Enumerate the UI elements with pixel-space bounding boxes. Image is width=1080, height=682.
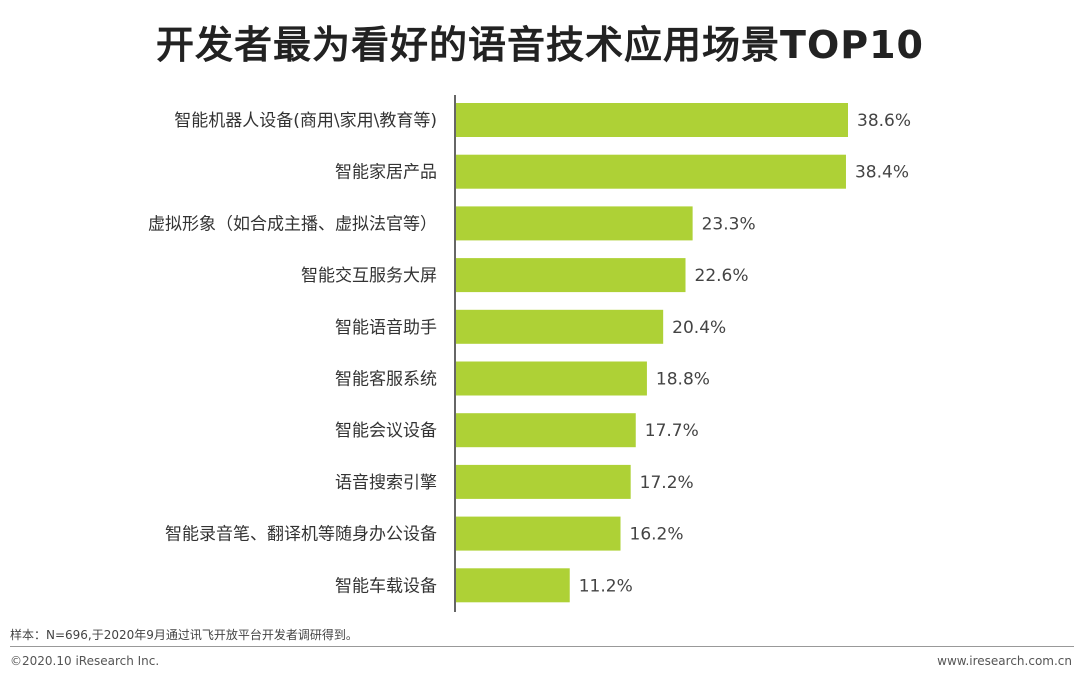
bar-3 (456, 258, 686, 293)
category-label-5: 智能客服系统 (335, 370, 437, 390)
category-label-6: 智能会议设备 (335, 421, 437, 441)
bar-0 (456, 103, 848, 137)
website-link[interactable]: www.iresearch.com.cn (937, 654, 1072, 668)
value-label-4: 20.4% (672, 318, 726, 338)
value-label-7: 17.2% (640, 473, 694, 493)
category-label-4: 智能语音助手 (335, 318, 437, 338)
category-label-3: 智能交互服务大屏 (301, 266, 437, 286)
value-label-0: 38.6% (857, 111, 911, 131)
category-label-7: 语音搜索引擎 (335, 473, 437, 493)
value-label-2: 23.3% (702, 214, 756, 234)
bar-4 (456, 309, 664, 344)
bar-8 (456, 516, 621, 551)
bar-7 (456, 464, 631, 499)
category-label-1: 智能家居产品 (335, 163, 437, 183)
bar-5 (456, 361, 647, 396)
bar-9 (456, 568, 570, 603)
chart-title: 开发者最为看好的语音技术应用场景TOP10 (156, 23, 924, 67)
value-label-3: 22.6% (695, 266, 749, 286)
bar-1 (456, 154, 846, 189)
value-label-8: 16.2% (630, 525, 684, 545)
bar-2 (456, 206, 693, 241)
value-label-9: 11.2% (579, 576, 633, 596)
category-label-9: 智能车载设备 (335, 576, 437, 596)
value-label-1: 38.4% (855, 163, 909, 183)
source-note: 样本：N=696,于2020年9月通过讯飞开放平台开发者调研得到。 (10, 628, 358, 642)
value-label-6: 17.7% (645, 421, 699, 441)
category-label-8: 智能录音笔、翻译机等随身办公设备 (165, 525, 437, 545)
category-label-2: 虚拟形象（如合成主播、虚拟法官等） (148, 214, 437, 234)
category-label-0: 智能机器人设备(商用\家用\教育等) (174, 111, 437, 131)
copyright-text: ©2020.10 iResearch Inc. (10, 654, 160, 668)
footer-divider (10, 646, 1074, 647)
bar-6 (456, 413, 636, 448)
value-label-5: 18.8% (656, 370, 710, 390)
